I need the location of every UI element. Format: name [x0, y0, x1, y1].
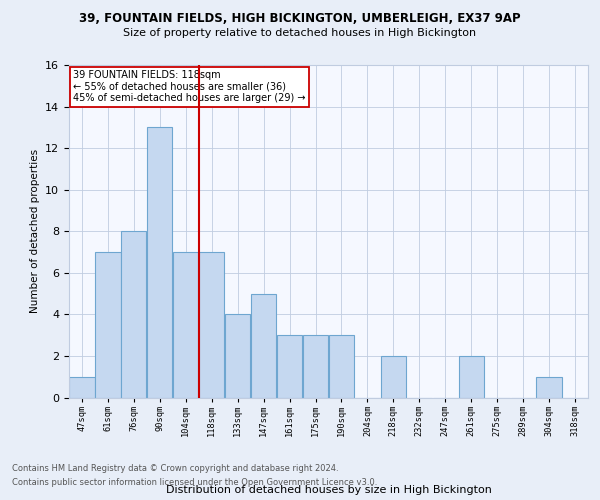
Bar [381, 356, 406, 398]
Bar [70, 376, 95, 398]
Bar [121, 231, 146, 398]
Text: Size of property relative to detached houses in High Bickington: Size of property relative to detached ho… [124, 28, 476, 38]
Bar [277, 335, 302, 398]
Bar [95, 252, 121, 398]
Bar [303, 335, 328, 398]
Bar [225, 314, 250, 398]
Bar [536, 376, 562, 398]
Text: 39, FOUNTAIN FIELDS, HIGH BICKINGTON, UMBERLEIGH, EX37 9AP: 39, FOUNTAIN FIELDS, HIGH BICKINGTON, UM… [79, 12, 521, 26]
Text: Contains HM Land Registry data © Crown copyright and database right 2024.: Contains HM Land Registry data © Crown c… [12, 464, 338, 473]
Bar [173, 252, 199, 398]
Bar [329, 335, 354, 398]
Bar [147, 128, 172, 398]
Bar [251, 294, 276, 398]
X-axis label: Distribution of detached houses by size in High Bickington: Distribution of detached houses by size … [166, 484, 491, 494]
Bar [458, 356, 484, 398]
Bar [199, 252, 224, 398]
Text: 39 FOUNTAIN FIELDS: 118sqm
← 55% of detached houses are smaller (36)
45% of semi: 39 FOUNTAIN FIELDS: 118sqm ← 55% of deta… [73, 70, 305, 103]
Text: Contains public sector information licensed under the Open Government Licence v3: Contains public sector information licen… [12, 478, 377, 487]
Y-axis label: Number of detached properties: Number of detached properties [29, 149, 40, 314]
